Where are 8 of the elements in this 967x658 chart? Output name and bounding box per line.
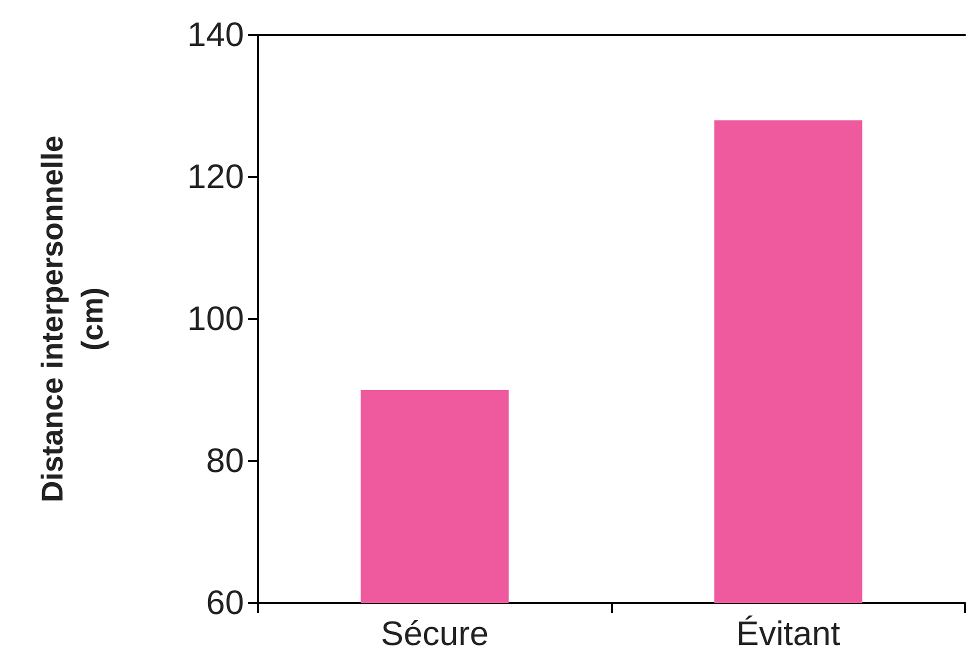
x-tick-label: Évitant — [736, 615, 841, 653]
x-tick-label: Sécure — [380, 615, 489, 653]
y-tick-label: 100 — [187, 300, 244, 338]
y-tick-label: 140 — [187, 16, 244, 54]
y-tick-label: 60 — [206, 584, 244, 622]
y-axis-title: Distance interpersonnelle (cm) — [36, 136, 110, 502]
y-tick-label: 120 — [187, 158, 244, 196]
y-tick-label: 80 — [206, 442, 244, 480]
